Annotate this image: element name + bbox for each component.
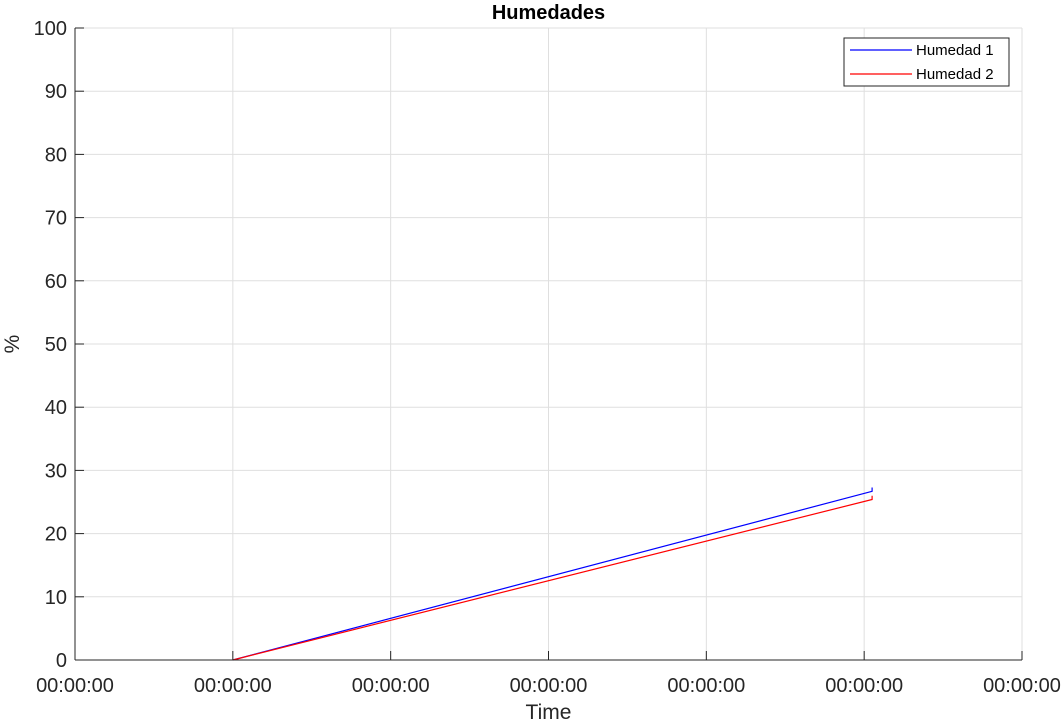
y-tick-label: 70 [45,208,67,230]
y-tick-label: 30 [45,460,67,482]
y-tick-label: 80 [45,144,67,166]
x-tick-label: 00:00:00 [352,675,430,697]
chart-title: Humedades [492,2,605,24]
series-line-2 [232,495,873,661]
legend-label-2: Humedad 2 [916,66,994,83]
legend-box [843,37,1010,87]
x-tick-label: 00:00:00 [510,675,588,697]
series-line-1 [232,487,873,661]
y-tick-label: 0 [56,650,67,672]
series-layer [232,487,873,661]
grid [74,27,1023,661]
x-tick-label: 00:00:00 [36,675,114,697]
x-tick-label: 00:00:00 [825,675,903,697]
x-axis-title: Time [526,701,572,723]
y-tick-label: 20 [45,524,67,546]
y-tick-label: 40 [45,397,67,419]
y-tick-label: 10 [45,587,67,609]
x-tick-label: 00:00:00 [667,675,745,697]
y-axis-title: % [1,335,24,354]
axes [74,27,1023,661]
y-tick-label: 60 [45,271,67,293]
x-tick-label: 00:00:00 [983,675,1061,697]
y-tick-label: 90 [45,81,67,103]
y-tick-label: 100 [34,18,67,40]
legend: Humedad 1 Humedad 2 [843,37,1010,87]
tick-labels: 00:00:00 00:00:00 00:00:00 00:00:00 00:00:00… [34,18,1061,697]
x-tick-label: 00:00:00 [194,675,272,697]
legend-label-1: Humedad 1 [916,42,994,59]
y-tick-label: 50 [45,334,67,356]
